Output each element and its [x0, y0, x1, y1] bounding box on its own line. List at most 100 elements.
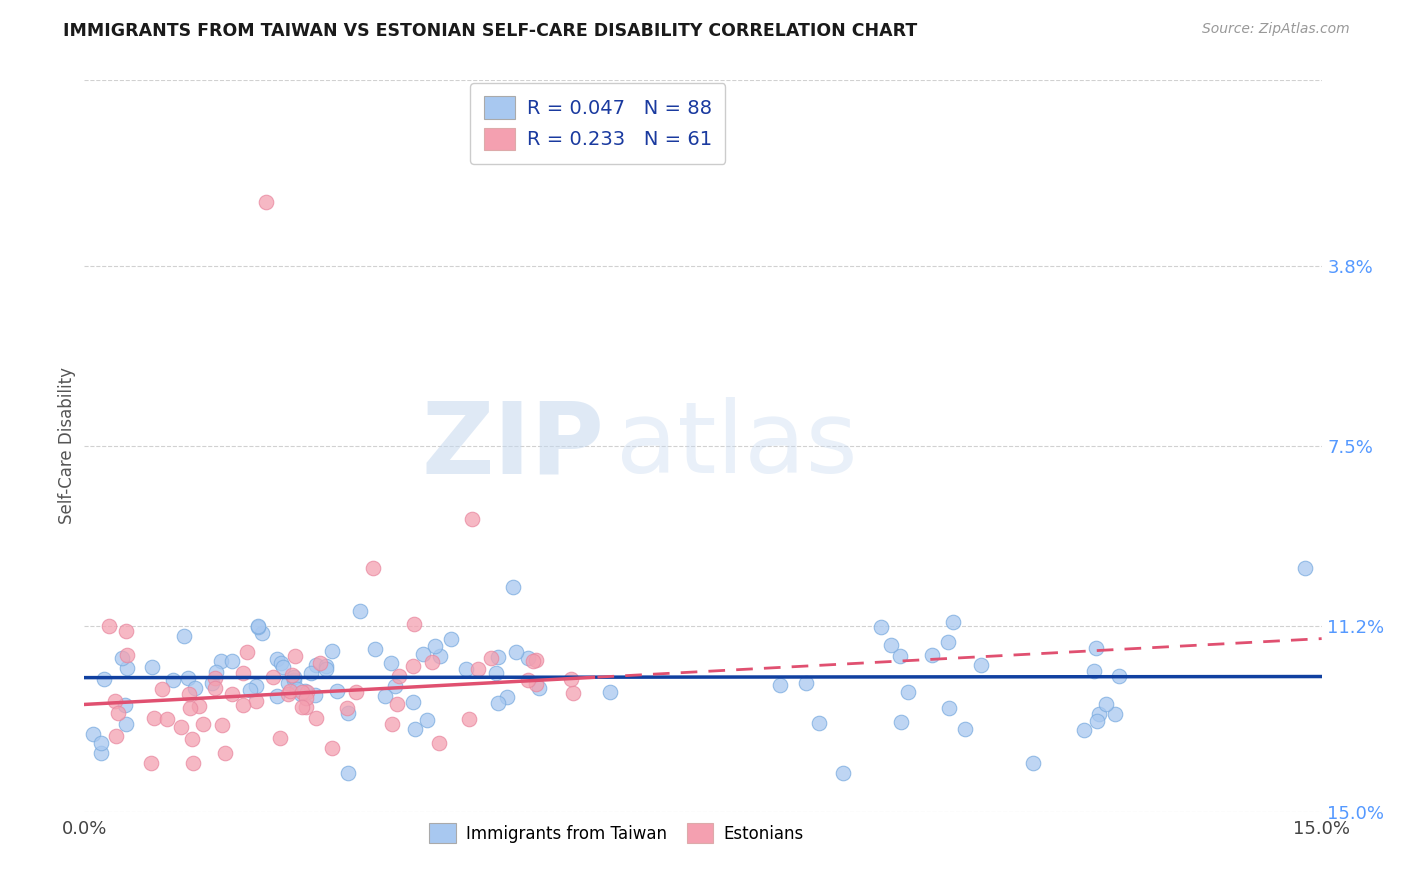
Point: [98, 619, 121, 633]
Point: [304, 688, 326, 702]
Point: [936, 634, 959, 648]
Point: [173, 629, 195, 643]
Point: [105, 729, 128, 743]
Text: IMMIGRANTS FROM TAIWAN VS ESTONIAN SELF-CARE DISABILITY CORRELATION CHART: IMMIGRANTS FROM TAIWAN VS ESTONIAN SELF-…: [63, 22, 918, 40]
Point: [517, 673, 540, 688]
Point: [335, 701, 357, 715]
Point: [953, 723, 976, 737]
Point: [285, 681, 308, 696]
Point: [429, 648, 451, 663]
Point: [90, 746, 112, 760]
Point: [522, 654, 544, 668]
Point: [832, 765, 855, 780]
Point: [143, 711, 166, 725]
Point: [599, 685, 621, 699]
Point: [1073, 723, 1095, 738]
Point: [458, 712, 481, 726]
Point: [283, 670, 305, 684]
Point: [180, 731, 202, 746]
Point: [204, 671, 226, 685]
Point: [114, 624, 136, 639]
Point: [221, 687, 243, 701]
Point: [384, 679, 406, 693]
Point: [271, 660, 294, 674]
Point: [869, 620, 891, 634]
Point: [114, 717, 136, 731]
Point: [283, 673, 305, 687]
Point: [204, 665, 226, 680]
Point: [486, 696, 509, 710]
Point: [246, 619, 269, 633]
Point: [315, 659, 337, 673]
Point: [326, 684, 349, 698]
Point: [337, 765, 360, 780]
Point: [295, 691, 318, 706]
Point: [404, 723, 426, 737]
Point: [921, 648, 943, 662]
Point: [179, 701, 201, 715]
Point: [942, 615, 965, 630]
Point: [270, 656, 292, 670]
Point: [349, 604, 371, 618]
Point: [808, 715, 831, 730]
Point: [897, 685, 920, 699]
Point: [486, 650, 509, 665]
Point: [236, 645, 259, 659]
Point: [262, 670, 284, 684]
Point: [321, 741, 343, 756]
Point: [1022, 756, 1045, 770]
Point: [479, 651, 502, 665]
Point: [524, 677, 547, 691]
Point: [232, 665, 254, 680]
Point: [104, 694, 127, 708]
Point: [114, 698, 136, 712]
Point: [361, 561, 384, 575]
Point: [496, 690, 519, 704]
Point: [769, 678, 792, 692]
Point: [402, 695, 425, 709]
Point: [284, 649, 307, 664]
Point: [245, 679, 267, 693]
Point: [266, 652, 288, 666]
Point: [209, 655, 232, 669]
Point: [90, 736, 112, 750]
Point: [344, 684, 367, 698]
Point: [1108, 669, 1130, 683]
Point: [412, 648, 434, 662]
Point: [439, 632, 461, 647]
Point: [1085, 714, 1108, 728]
Point: [527, 681, 550, 695]
Point: [280, 683, 302, 698]
Point: [269, 731, 291, 745]
Point: [794, 675, 817, 690]
Point: [467, 662, 489, 676]
Point: [1083, 664, 1105, 678]
Point: [115, 661, 138, 675]
Point: [252, 625, 274, 640]
Point: [245, 694, 267, 708]
Point: [184, 681, 207, 695]
Point: [183, 756, 205, 770]
Point: [290, 687, 312, 701]
Legend: Immigrants from Taiwan, Estonians: Immigrants from Taiwan, Estonians: [420, 815, 813, 851]
Point: [291, 700, 314, 714]
Point: [176, 671, 198, 685]
Point: [305, 658, 328, 673]
Point: [277, 687, 299, 701]
Text: atlas: atlas: [616, 398, 858, 494]
Point: [1084, 640, 1107, 655]
Point: [117, 648, 139, 662]
Point: [1104, 707, 1126, 722]
Point: [454, 661, 477, 675]
Point: [1088, 707, 1111, 722]
Point: [277, 676, 299, 690]
Point: [111, 651, 134, 665]
Point: [214, 746, 236, 760]
Point: [461, 512, 484, 526]
Point: [170, 720, 193, 734]
Point: [201, 676, 224, 690]
Point: [139, 756, 162, 770]
Point: [82, 727, 104, 741]
Point: [294, 683, 316, 698]
Point: [239, 683, 262, 698]
